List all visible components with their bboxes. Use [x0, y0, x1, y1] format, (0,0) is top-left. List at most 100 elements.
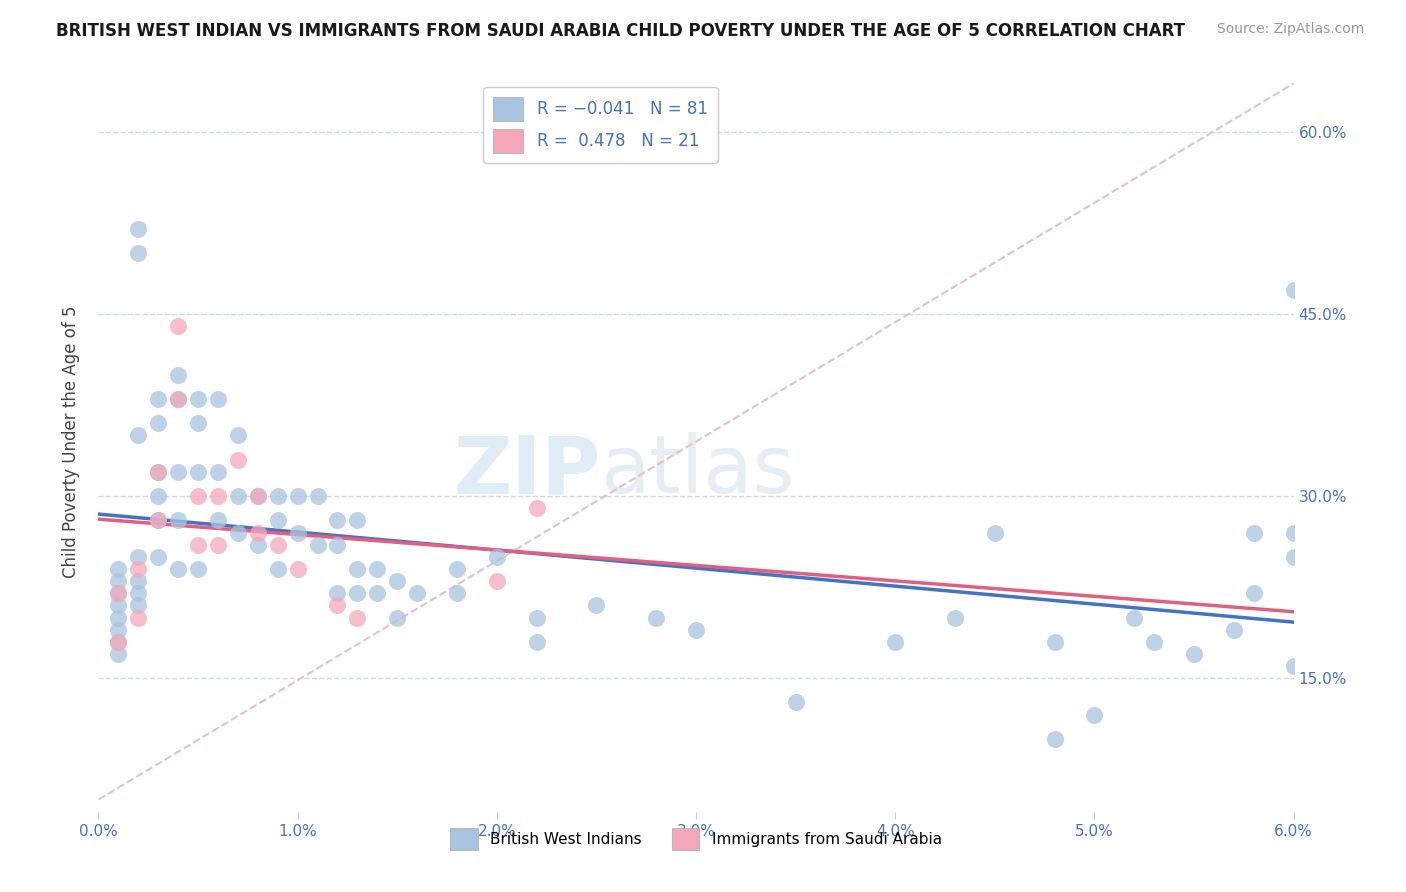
Point [984, 525, 1007, 540]
Point [127, 574, 149, 588]
Point [366, 562, 388, 576]
Point [287, 562, 309, 576]
Point [226, 428, 249, 442]
Point [167, 392, 190, 406]
Point [148, 513, 170, 527]
Point [107, 586, 129, 600]
Legend: British West Indians, Immigrants from Saudi Arabia: British West Indians, Immigrants from Sa… [444, 822, 948, 856]
Point [326, 538, 349, 552]
Point [127, 222, 149, 236]
Point [148, 549, 170, 564]
Point [148, 392, 170, 406]
Point [226, 489, 249, 503]
Text: ZIP: ZIP [453, 432, 600, 510]
Point [127, 599, 149, 613]
Y-axis label: Child Poverty Under the Age of 5: Child Poverty Under the Age of 5 [62, 305, 80, 578]
Point [148, 489, 170, 503]
Point [107, 623, 129, 637]
Point [246, 489, 269, 503]
Point [446, 562, 468, 576]
Point [207, 538, 229, 552]
Point [127, 610, 149, 624]
Point [167, 465, 190, 479]
Point [167, 368, 190, 382]
Point [1223, 623, 1246, 637]
Point [346, 513, 368, 527]
Point [307, 489, 329, 503]
Point [685, 623, 707, 637]
Point [267, 538, 290, 552]
Point [346, 586, 368, 600]
Point [326, 513, 349, 527]
Point [187, 562, 209, 576]
Point [785, 696, 807, 710]
Point [107, 610, 129, 624]
Point [187, 538, 209, 552]
Point [267, 489, 290, 503]
Text: atlas: atlas [600, 432, 794, 510]
Point [187, 489, 209, 503]
Text: Source: ZipAtlas.com: Source: ZipAtlas.com [1216, 22, 1364, 37]
Point [485, 574, 508, 588]
Point [645, 610, 668, 624]
Point [187, 392, 209, 406]
Text: BRITISH WEST INDIAN VS IMMIGRANTS FROM SAUDI ARABIA CHILD POVERTY UNDER THE AGE : BRITISH WEST INDIAN VS IMMIGRANTS FROM S… [56, 22, 1185, 40]
Point [107, 635, 129, 649]
Point [187, 465, 209, 479]
Point [107, 635, 129, 649]
Point [1043, 635, 1066, 649]
Point [226, 525, 249, 540]
Point [366, 586, 388, 600]
Point [485, 549, 508, 564]
Point [267, 513, 290, 527]
Point [267, 562, 290, 576]
Point [127, 246, 149, 260]
Point [107, 647, 129, 661]
Point [1143, 635, 1166, 649]
Point [1282, 659, 1305, 673]
Point [1083, 707, 1105, 722]
Point [346, 562, 368, 576]
Point [1182, 647, 1205, 661]
Point [585, 599, 607, 613]
Point [167, 392, 190, 406]
Point [385, 574, 409, 588]
Point [246, 538, 269, 552]
Point [1123, 610, 1146, 624]
Point [207, 513, 229, 527]
Point [167, 513, 190, 527]
Point [148, 513, 170, 527]
Point [167, 562, 190, 576]
Point [943, 610, 966, 624]
Point [526, 635, 548, 649]
Point [385, 610, 409, 624]
Point [246, 489, 269, 503]
Point [326, 599, 349, 613]
Point [207, 489, 229, 503]
Point [127, 549, 149, 564]
Point [287, 489, 309, 503]
Point [107, 574, 129, 588]
Point [1282, 549, 1305, 564]
Point [207, 465, 229, 479]
Point [107, 586, 129, 600]
Point [1282, 283, 1305, 297]
Point [167, 319, 190, 334]
Point [526, 610, 548, 624]
Point [884, 635, 907, 649]
Point [1043, 731, 1066, 746]
Point [446, 586, 468, 600]
Point [346, 610, 368, 624]
Point [107, 599, 129, 613]
Point [127, 428, 149, 442]
Point [1243, 586, 1265, 600]
Point [307, 538, 329, 552]
Point [226, 452, 249, 467]
Point [148, 417, 170, 431]
Point [148, 465, 170, 479]
Point [148, 465, 170, 479]
Point [187, 417, 209, 431]
Point [207, 392, 229, 406]
Point [127, 586, 149, 600]
Point [127, 562, 149, 576]
